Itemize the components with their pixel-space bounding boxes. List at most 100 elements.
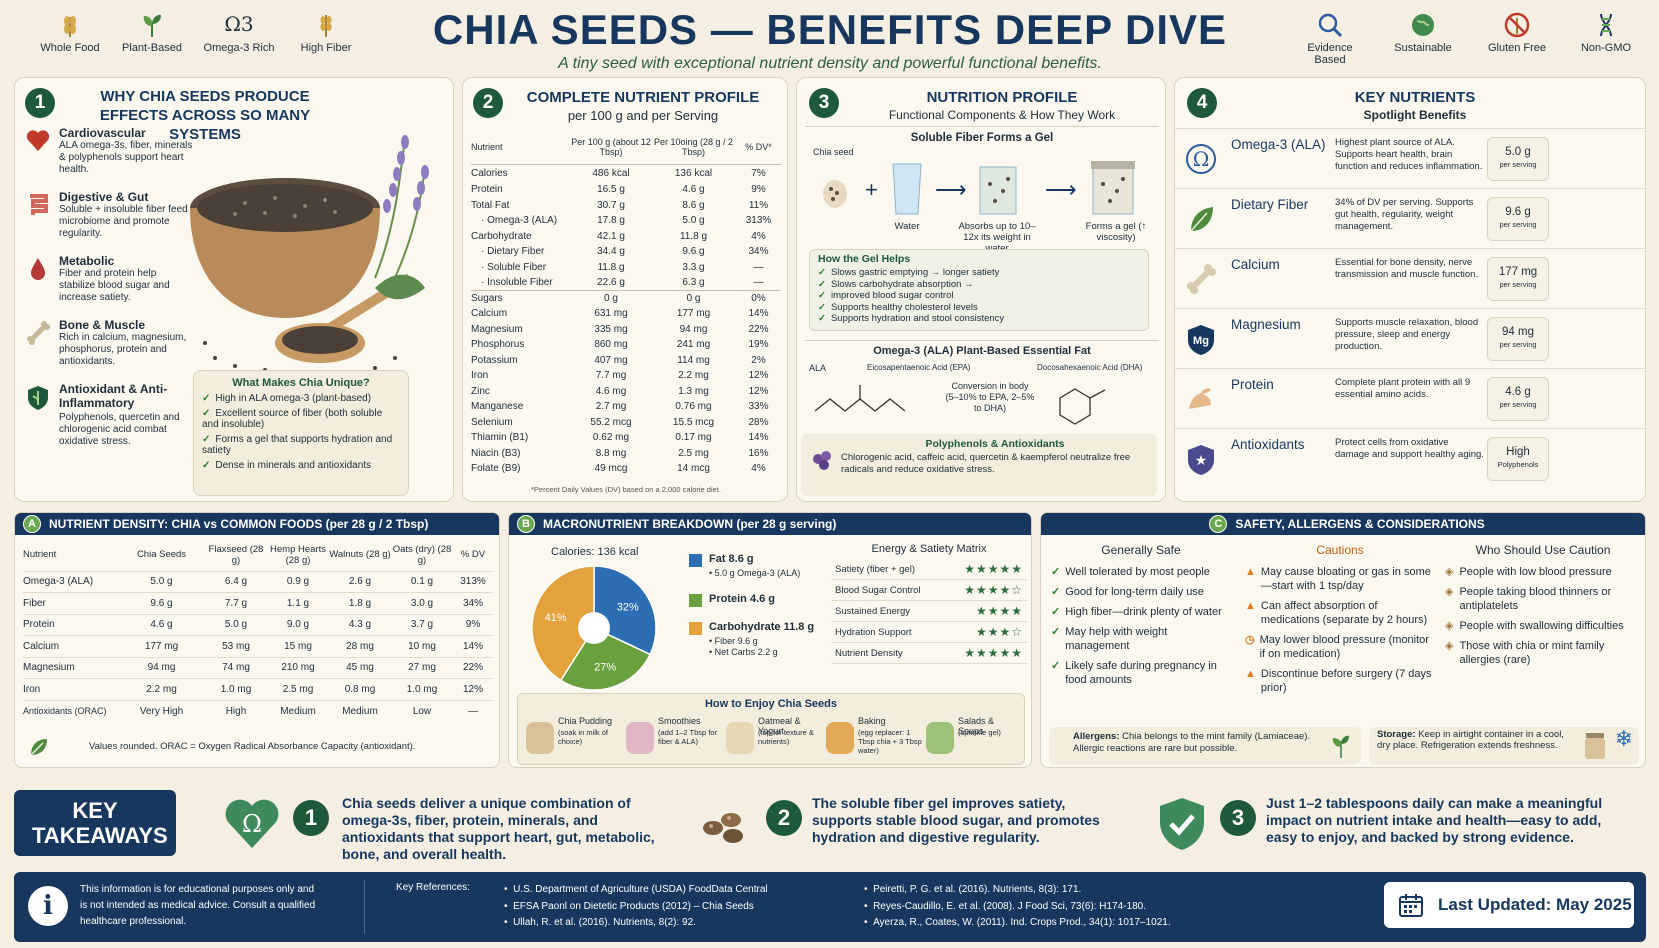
pie-label: 32% bbox=[617, 602, 639, 614]
takeaway-text: Chia seeds deliver a unique combination … bbox=[342, 795, 655, 862]
table-cell: Magnesium bbox=[23, 662, 75, 674]
table-cell: Carbohydrate bbox=[471, 230, 532, 242]
table-cell: — bbox=[468, 705, 478, 717]
legend-carb: Carbohydrate 11.8 g • Fiber 9.6 g • Net … bbox=[689, 621, 839, 673]
table-cell: · Insoluble Fiber bbox=[481, 277, 553, 288]
table-cell: 6.3 g bbox=[682, 277, 705, 288]
table-row: Carbohydrate 42.1 g 11.8 g 4% bbox=[471, 229, 781, 245]
table-row: · Dietary Fiber 34.4 g 9.6 g 34% bbox=[471, 244, 781, 260]
table-cell: 45 mg bbox=[346, 662, 374, 674]
clock-icon: ◷ bbox=[1245, 634, 1255, 646]
pie-slice-protein bbox=[559, 627, 652, 691]
enjoy-desc: (top for texture & nutrients) bbox=[758, 728, 814, 746]
table-cell: Potassium bbox=[471, 354, 518, 366]
grain-icon bbox=[320, 15, 332, 37]
magnifier-icon bbox=[1318, 13, 1343, 38]
table-row: Sugars 0 g 0 g 0% bbox=[471, 290, 781, 307]
person-icon: ◈ bbox=[1445, 640, 1454, 652]
systems-list: Cardiovascular ALA omega-3s, fiber, mine… bbox=[25, 126, 195, 462]
table-cell: Very High bbox=[139, 705, 184, 717]
energy-matrix: Energy & Satiety Matrix Satiety (fiber +… bbox=[831, 543, 1027, 664]
table-cell: Phosphorus bbox=[471, 339, 525, 351]
table-cell: 5.0 g bbox=[682, 215, 705, 227]
nutrient-desc: Supports muscle relaxation, blood pressu… bbox=[1335, 317, 1479, 352]
warning-icon: ▲ bbox=[1245, 600, 1256, 612]
table-cell: Fiber bbox=[23, 597, 46, 609]
table-cell: 4% bbox=[751, 463, 766, 475]
safe-item: ✓ Well tolerated by most people bbox=[1051, 566, 1210, 578]
table-cell: 0.62 mg bbox=[592, 432, 630, 444]
enjoy-item: Smoothies (add 1–2 Tbsp for fiber & ALA) bbox=[622, 714, 722, 764]
table-cell: 15.5 mcg bbox=[672, 416, 715, 428]
references-right: • Peiretti, P. G. et al. (2016). Nutrien… bbox=[864, 884, 1171, 928]
sprout-icon bbox=[143, 14, 161, 37]
pie-hole bbox=[578, 612, 610, 644]
table-cell: Protein bbox=[23, 619, 55, 631]
key-nutrient-item: Mg Magnesium Supports muscle relaxation, b… bbox=[1175, 308, 1647, 368]
rating-stars: ★★★★★ bbox=[964, 646, 1023, 660]
table-row: Potassium 407 mg 114 mg 2% bbox=[471, 353, 781, 369]
table-row: Iron 7.7 mg 2.2 mg 12% bbox=[471, 368, 781, 384]
table-cell: 19% bbox=[748, 339, 769, 351]
table-cell: 8.6 g bbox=[682, 199, 705, 211]
badge-sustainable: Sustainable bbox=[1378, 12, 1468, 54]
chia-bowl-illustration bbox=[190, 135, 429, 372]
caution-item: ◷ May lower blood pressure (monitor if on… bbox=[1245, 634, 1429, 660]
safe-item: ✓ May help with weight management bbox=[1051, 626, 1168, 652]
table-cell: — bbox=[753, 277, 764, 288]
bone-icon bbox=[27, 321, 50, 345]
table-cell: 860 mg bbox=[594, 339, 628, 351]
table-cell: 94 mg bbox=[147, 662, 176, 674]
omega-icon: Ω bbox=[1186, 144, 1216, 174]
key-nutrient-item: Ω Omega-3 (ALA) Highest plant source of AL… bbox=[1175, 128, 1647, 188]
gel-box: Soluble Fiber Forms a Gel + ⟶ ⟶ Chia see… bbox=[805, 126, 1159, 332]
safe-item: ✓ Likely safe during pregnancy in food am… bbox=[1051, 660, 1217, 686]
table-cell: Niacin (B3) bbox=[471, 447, 521, 459]
table-cell: 12% bbox=[462, 683, 483, 695]
table-cell: 8.8 mg bbox=[595, 447, 627, 459]
mg-icon: Mg bbox=[1188, 325, 1214, 355]
table-footnote: *Percent Daily Values (DV) based on a 2,… bbox=[531, 485, 721, 494]
table-cell: 16% bbox=[748, 447, 769, 459]
table-cell: 4.6 mg bbox=[595, 385, 627, 397]
table-row: Protein 4.6 g 5.0 g 9.0 g 4.3 g 3.7 g 9% bbox=[23, 614, 493, 636]
enjoy-name: Oatmeal & Yogurt bbox=[758, 716, 801, 736]
nutrient-name: Omega-3 (ALA) bbox=[1231, 137, 1326, 152]
header-left-badges: Whole Food Plant-Based Ω3 Omega-3 Rich H… bbox=[30, 12, 370, 62]
table-row: Zinc 4.6 mg 1.3 mg 12% bbox=[471, 384, 781, 400]
nutrient-value: 177 mg bbox=[1498, 266, 1538, 278]
matrix-row: Sustained Energy ★★★★ bbox=[831, 601, 1027, 622]
section-number: 2 bbox=[473, 88, 503, 118]
table-cell: 94 mg bbox=[679, 323, 708, 335]
table-cell: Manganese bbox=[471, 401, 524, 413]
nutrient-name: Protein bbox=[1231, 377, 1274, 392]
table-cell: 407 mg bbox=[594, 354, 628, 366]
table-row: Antioxidants (ORAC) Very High High Medium Me… bbox=[23, 700, 493, 722]
table-row: Calcium 631 mg 177 mg 14% bbox=[471, 306, 781, 322]
star-shield-icon: ★ bbox=[1188, 445, 1214, 475]
safe-item: ✓ High fiber—drink plenty of water bbox=[1051, 606, 1222, 618]
nutrient-value-box: 4.6 g per serving bbox=[1487, 377, 1549, 421]
svg-text:Ω: Ω bbox=[242, 810, 262, 838]
section-why-chia: 1 WHY CHIA SEEDS PRODUCE EFFECTS ACROSS … bbox=[14, 77, 454, 502]
table-cell: 28 mg bbox=[346, 640, 374, 652]
who-caution-col: Who Should Use Caution ◈ People with low … bbox=[1445, 543, 1641, 673]
warning-icon: ▲ bbox=[1245, 566, 1256, 578]
table-cell: 0.9 g bbox=[286, 576, 310, 588]
pie-slice-fat bbox=[593, 565, 657, 656]
key-nutrient-item: Dietary Fiber 34% of DV per serving. Supp… bbox=[1175, 188, 1647, 248]
section-number: 3 bbox=[809, 88, 839, 118]
takeaway-number: 1 bbox=[293, 800, 329, 836]
table-cell: 335 mg bbox=[594, 323, 628, 335]
table-cell: 14% bbox=[462, 640, 483, 652]
table-cell: 0% bbox=[751, 293, 766, 304]
table-cell: 16.5 g bbox=[597, 184, 625, 196]
enjoy-item: Chia Pudding (soak in milk of choice) bbox=[522, 714, 622, 764]
table-row: Calories 486 kcal 136 kcal 7% bbox=[471, 164, 781, 182]
table-row: · Omega-3 (ALA) 17.8 g 5.0 g 313% bbox=[471, 213, 781, 229]
warning-icon: ▲ bbox=[1245, 668, 1256, 680]
nutrient-value: 5.0 g bbox=[1505, 146, 1531, 158]
table-cell: 0.17 mg bbox=[675, 432, 712, 444]
section-band: A NUTRIENT DENSITY: CHIA vs COMMON FOODS … bbox=[15, 513, 499, 535]
matrix-label: Sustained Energy bbox=[835, 605, 910, 617]
